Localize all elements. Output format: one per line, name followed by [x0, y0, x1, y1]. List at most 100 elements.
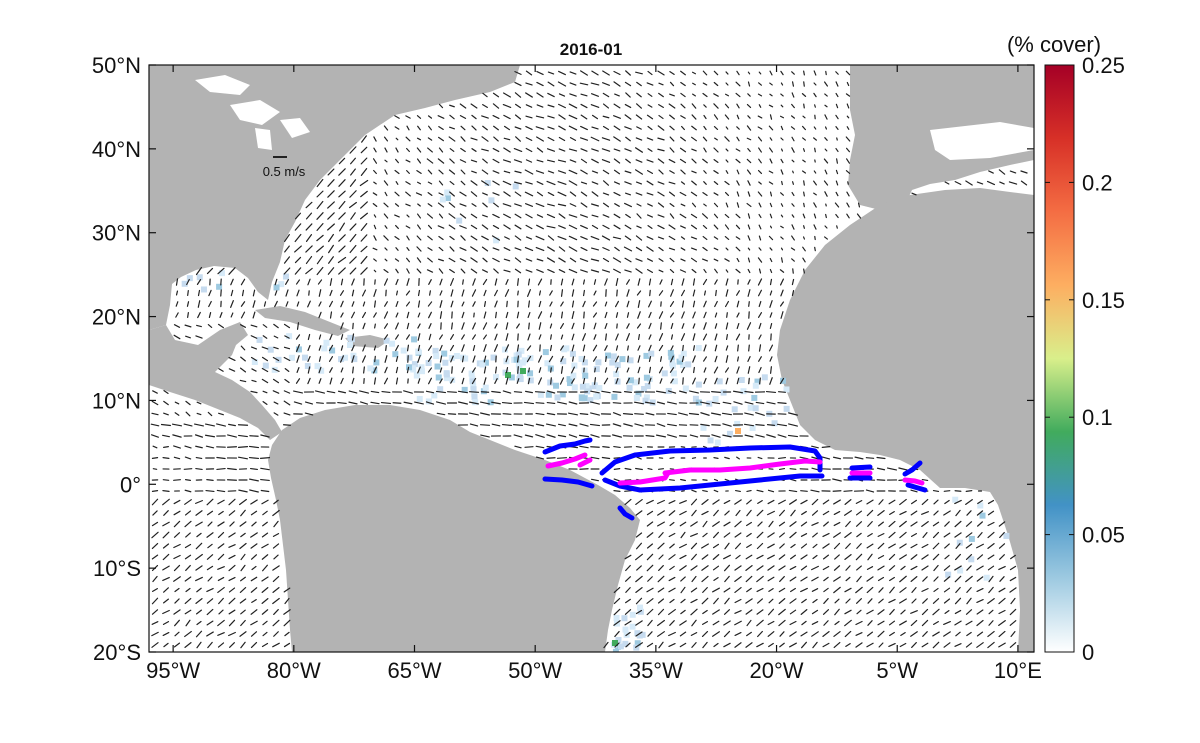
current-vector — [351, 333, 355, 341]
current-vector — [713, 192, 719, 196]
current-vector — [560, 301, 564, 307]
current-vector — [635, 159, 643, 163]
current-vector — [756, 575, 764, 583]
current-vector — [846, 126, 850, 130]
current-vector — [604, 278, 608, 286]
current-vector — [921, 521, 929, 527]
current-vector — [383, 125, 389, 131]
current-vector — [470, 180, 478, 186]
current-vector — [527, 300, 531, 308]
cover-cell — [783, 386, 790, 393]
current-vector — [349, 146, 357, 154]
current-vector — [449, 334, 455, 340]
current-vector — [725, 377, 729, 385]
current-vector — [230, 289, 234, 297]
current-vector — [888, 620, 896, 626]
current-vector — [691, 553, 697, 561]
current-vector — [558, 269, 566, 273]
current-vector — [427, 137, 433, 141]
current-vector — [680, 247, 686, 251]
current-vector — [657, 214, 665, 218]
current-vector — [359, 179, 369, 187]
current-vector — [318, 289, 322, 297]
current-vector — [780, 289, 784, 297]
current-vector — [470, 224, 478, 230]
current-vector — [636, 92, 642, 98]
current-vector — [712, 587, 720, 593]
current-vector — [459, 247, 467, 251]
current-vector — [525, 181, 533, 185]
current-vector — [724, 114, 730, 120]
current-vector — [747, 224, 751, 230]
current-vector — [261, 356, 269, 362]
current-vector — [173, 543, 181, 549]
current-vector — [459, 258, 467, 262]
current-vector — [479, 401, 491, 405]
cover-cell — [516, 375, 523, 382]
current-vector — [690, 587, 698, 593]
current-vector — [669, 301, 675, 307]
current-vector — [856, 565, 862, 571]
current-vector — [723, 554, 731, 560]
current-vector — [756, 489, 764, 493]
current-vector — [645, 435, 655, 437]
colorbar-tick-label: 0 — [1082, 640, 1094, 665]
current-vector — [316, 212, 324, 220]
current-vector — [394, 169, 400, 175]
current-vector — [207, 641, 213, 649]
current-vector — [503, 137, 511, 141]
current-vector — [679, 620, 687, 626]
current-vector — [240, 576, 246, 582]
current-vector — [503, 224, 511, 230]
current-vector — [560, 323, 564, 329]
cover-cell — [434, 363, 441, 370]
current-vector — [528, 367, 530, 373]
current-vector — [713, 531, 719, 539]
current-vector — [228, 267, 236, 275]
cover-cell — [752, 405, 759, 412]
current-vector — [569, 82, 577, 86]
cover-cell — [443, 371, 450, 378]
current-vector — [712, 620, 720, 626]
current-vector — [196, 609, 202, 615]
current-vector — [514, 235, 522, 241]
current-vector — [150, 423, 160, 427]
current-vector — [272, 587, 280, 593]
cover-cell — [323, 339, 330, 346]
current-vector — [725, 202, 729, 208]
current-vector — [723, 564, 731, 572]
current-vector — [690, 257, 698, 263]
current-vector — [657, 70, 665, 76]
current-vector — [768, 344, 774, 352]
cover-cell — [443, 375, 450, 382]
current-vector — [755, 412, 765, 416]
current-vector — [700, 423, 710, 427]
current-vector — [152, 468, 158, 470]
current-vector — [536, 181, 544, 185]
current-vector — [668, 103, 676, 109]
current-vector — [439, 290, 443, 296]
current-vector — [187, 290, 189, 296]
current-vector — [703, 125, 707, 131]
current-vector — [898, 467, 908, 471]
current-vector — [417, 323, 421, 329]
current-vector — [151, 531, 159, 539]
land-africa — [777, 188, 1034, 652]
current-vector — [580, 202, 588, 208]
current-vector — [614, 642, 620, 648]
current-vector — [174, 598, 180, 604]
current-vector — [646, 499, 654, 505]
current-vector — [812, 543, 818, 549]
current-vector — [679, 543, 687, 549]
current-vector — [1009, 620, 1017, 626]
current-vector — [757, 521, 763, 527]
current-vector — [207, 576, 213, 582]
current-vector — [593, 377, 597, 385]
lon-tick-label: 50°W — [508, 658, 562, 683]
cover-cell — [668, 353, 675, 360]
current-vector — [362, 344, 366, 352]
contour-inner — [545, 452, 925, 486]
current-vector — [571, 311, 575, 319]
current-vector — [910, 510, 918, 516]
current-vector — [185, 335, 191, 339]
